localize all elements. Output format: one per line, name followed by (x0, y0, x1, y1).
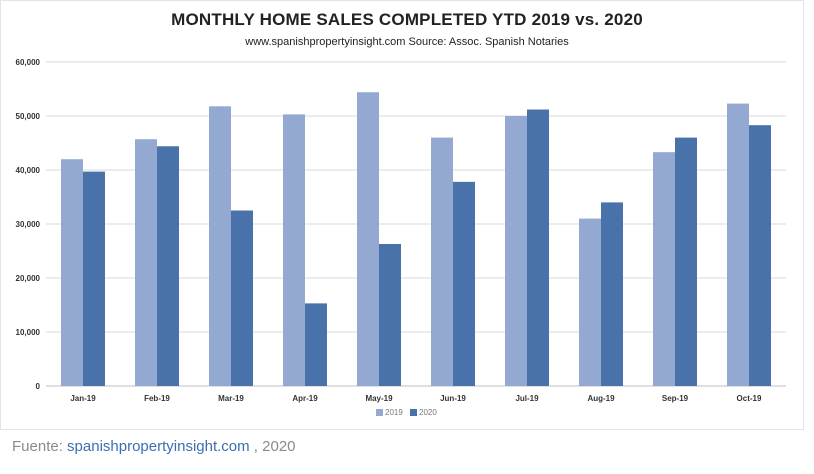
caption-prefix: Fuente: (12, 438, 68, 455)
bar-2020-Sep-19 (675, 137, 697, 386)
bar-2020-Jul-19 (527, 109, 549, 387)
bar-2020-Aug-19 (601, 202, 623, 386)
bar-2019-Oct-19 (727, 103, 749, 386)
bar-2020-Apr-19 (305, 303, 327, 386)
x-tick-label: Jul-19 (515, 394, 539, 403)
y-tick-label: 50,000 (16, 112, 41, 121)
x-tick-label: Oct-19 (737, 394, 762, 403)
chart-subtitle: www.spanishpropertyinsight.com Source: A… (245, 36, 569, 48)
bar-2020-Feb-19 (157, 146, 179, 386)
bar-2019-Jan-19 (61, 159, 83, 386)
legend-swatch-2020 (410, 409, 417, 416)
chart-title: MONTHLY HOME SALES COMPLETED YTD 2019 vs… (171, 10, 643, 29)
y-tick-label: 40,000 (16, 166, 41, 175)
x-tick-label: Feb-19 (144, 394, 170, 403)
bar-2020-May-19 (379, 243, 401, 386)
bar-2020-Jun-19 (453, 181, 475, 386)
legend-label: 2019 (385, 408, 403, 417)
y-tick-label: 10,000 (16, 328, 41, 337)
x-tick-label: Sep-19 (662, 394, 689, 403)
bar-2019-May-19 (357, 92, 379, 387)
x-tick-label: Mar-19 (218, 394, 244, 403)
x-tick-label: Jan-19 (70, 394, 96, 403)
bar-2019-Mar-19 (209, 106, 231, 386)
bar-2020-Jan-19 (83, 171, 105, 386)
image-caption: Fuente: spanishpropertyinsight.com , 202… (12, 438, 296, 455)
x-tick-label: Jun-19 (440, 394, 466, 403)
chart-plot: 0 10,000 20,000 30,000 40,000 50,000 60,000 Jan… (16, 58, 786, 417)
bar-2020-Mar-19 (231, 210, 253, 386)
legend-swatch-2019 (376, 409, 383, 416)
bar-2019-Sep-19 (653, 152, 675, 386)
y-tick-label: 60,000 (16, 58, 41, 67)
x-tick-label: Aug-19 (587, 394, 615, 403)
legend-label: 2020 (419, 408, 437, 417)
x-tick-label: Apr-19 (292, 394, 318, 403)
bar-2019-Jun-19 (431, 137, 453, 386)
bar-2019-Aug-19 (579, 218, 601, 386)
y-tick-label: 30,000 (16, 220, 41, 229)
y-tick-label: 20,000 (16, 274, 41, 283)
x-tick-label: May-19 (365, 394, 393, 403)
caption-source-link[interactable]: spanishpropertyinsight.com (67, 438, 250, 455)
caption-suffix: , 2020 (249, 438, 296, 455)
bar-2020-Oct-19 (749, 125, 771, 387)
bar-2019-Feb-19 (135, 139, 157, 386)
y-tick-label: 0 (36, 382, 41, 391)
bar-2019-Jul-19 (505, 116, 527, 386)
bar-2019-Apr-19 (283, 114, 305, 386)
